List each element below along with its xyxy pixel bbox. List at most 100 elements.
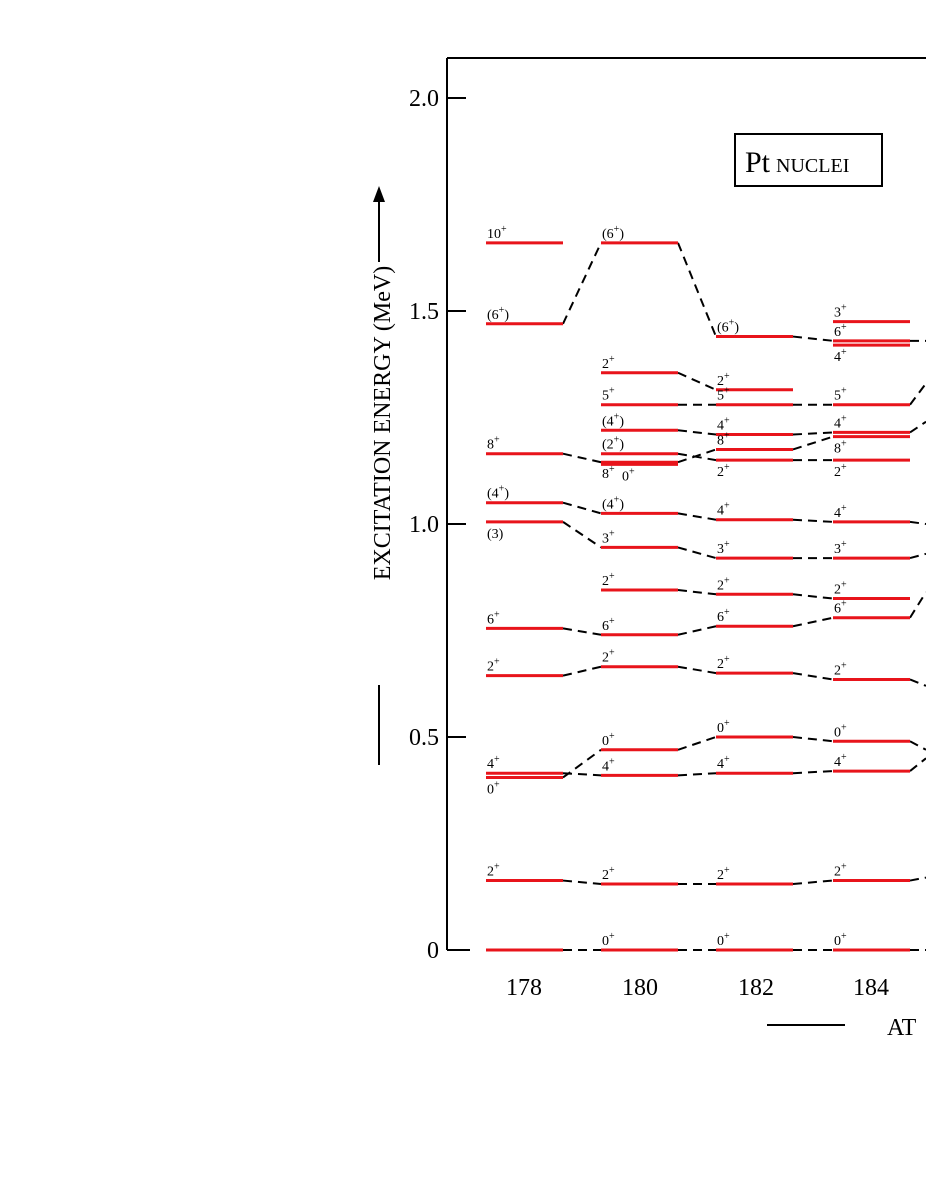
y-tick-label: 0 [427,938,439,964]
level-label-180-0c: 0+ [622,466,635,484]
level-label-182-2b: 2+ [717,654,730,672]
y-ticks: 0 0.5 1.0 1.5 2.0 [409,86,466,964]
level-connector [792,335,834,342]
level-label-182-8: 8+ [717,430,730,448]
x-tick-labels: 178 180 182 184 [506,975,889,1001]
level-connector [677,452,717,462]
level-label-180-2b: 2+ [602,648,615,666]
level-label-178-6a: 6+ [487,609,500,627]
level-label-178-6b: (6+) [487,305,509,323]
level-label-184-4b: 4+ [834,503,847,521]
level-label-178-10: 10+ [487,224,507,242]
y-tick-label: 2.0 [409,86,439,112]
level-connector [677,772,717,777]
level-label-178-3: (3) [487,527,504,542]
level-label-182-6b: (6+) [717,318,739,336]
up-arrow-icon [373,186,385,202]
level-connector [909,876,926,882]
energy-levels [486,241,910,952]
level-label-180-4c: (4+) [602,411,624,429]
level-connector [677,429,717,436]
level-label-182-2c: 2+ [717,575,730,593]
level-connector [792,770,834,775]
level-label-180-8: 8+ [602,464,615,482]
level-label-180-2a: 2+ [602,865,615,883]
level-label-180-0b: 0+ [602,731,615,749]
level-label-184-6a: 6+ [834,599,847,617]
level-connector [562,501,602,515]
level-label-184-2a: 2+ [834,862,847,880]
chart-title: Pt NUCLEI [745,146,849,179]
level-label-180-6a: 6+ [602,616,615,634]
level-label-180-3: 3+ [602,528,615,546]
level-connector [792,593,834,600]
level-label-182-4a: 4+ [717,754,730,772]
level-connector [792,736,834,743]
title-box [734,133,883,187]
level-label-184-4c: 4+ [834,413,847,431]
level-label-180-2c: 2+ [602,571,615,589]
y-tick-label: 0.5 [409,725,439,751]
level-connector [909,420,926,434]
level-label-182-3: 3+ [717,539,730,557]
level-label-182-2e: 2+ [717,371,730,389]
level-connector [792,518,834,523]
level-label-184-6b: 6+ [834,322,847,340]
level-label-184-3b: 3+ [834,303,847,321]
level-label-184-8: 8+ [834,439,847,457]
level-label-180-0: 0+ [602,931,615,949]
level-connector [677,625,717,636]
level-connector [792,431,834,436]
level-connector [792,435,834,451]
level-connector [677,546,717,560]
level-label-178-2a: 2+ [487,862,500,880]
level-label-178-4a: 4+ [487,754,500,772]
level-label-180-6b: (6+) [602,224,624,242]
level-connector [909,520,926,525]
level-label-184-3: 3+ [834,539,847,557]
level-connector [792,879,834,885]
level-label-182-4b: 4+ [717,501,730,519]
x-tick-label: 178 [506,975,542,1001]
level-connector [562,879,602,885]
level-connector [677,665,717,675]
x-tick-label: 180 [622,975,658,1001]
level-label-180-2e: 2+ [602,354,615,372]
level-label-182-2a: 2+ [717,865,730,883]
x-tick-label: 184 [853,975,889,1001]
level-label-184-0b: 0+ [834,722,847,740]
level-label-182-2d: 2+ [717,462,730,480]
level-connectors [562,242,926,951]
y-axis-label-group: EXCITATION ENERGY (MeV) [370,186,396,765]
level-connector [792,672,834,681]
level-label-184-2c: 2+ [834,580,847,598]
level-connector [909,591,926,619]
level-connector [562,627,602,636]
level-connector [792,616,834,628]
x-tick-label: 182 [738,975,774,1001]
level-label-180-4a: 4+ [602,756,615,774]
x-axis-label: AT [887,1015,917,1041]
level-label-180-4b: (4+) [602,494,624,512]
level-connector [909,757,926,772]
level-connector [562,772,602,777]
level-connector [562,242,602,325]
level-label-184-5: 5+ [834,386,847,404]
level-label-184-4a: 4+ [834,752,847,770]
level-connector [677,589,717,596]
level-label-184-4d: 4+ [834,347,847,365]
y-tick-label: 1.5 [409,299,439,325]
level-connector [562,665,602,677]
level-label-182-6a: 6+ [717,607,730,625]
level-connector [562,521,602,549]
level-label-184-0: 0+ [834,931,847,949]
level-label-182-4c: 4+ [717,416,730,434]
level-label-178-2b: 2+ [487,657,500,675]
level-label-180-2d: (2+) [602,435,624,453]
level-connector [909,382,926,406]
level-connector [677,736,717,751]
level-label-182-0: 0+ [717,931,730,949]
level-labels: 2+0+4+2+6+(3)(4+)8+(6+)10+0+2+4+0+2+6+2+… [487,224,847,949]
level-label-182-0b: 0+ [717,718,730,736]
